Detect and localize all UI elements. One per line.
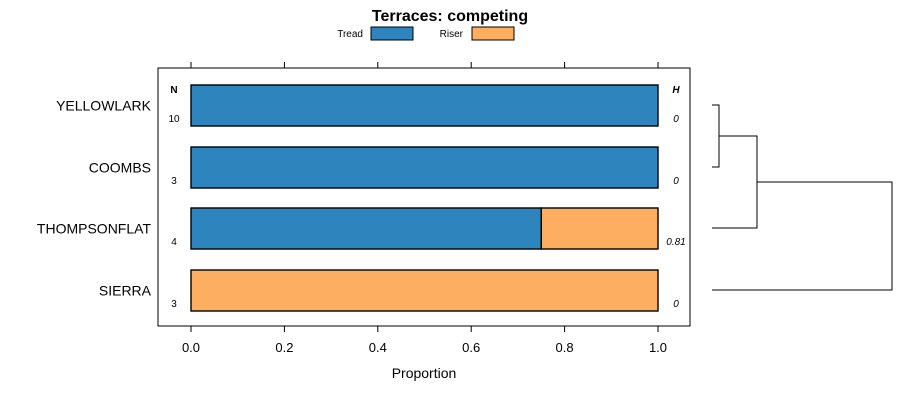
row-coombs: COOMBS 3 0 xyxy=(89,146,679,189)
category-label: COOMBS xyxy=(89,160,151,176)
x-tick-label: 0.4 xyxy=(369,340,387,355)
h-value: 0 xyxy=(673,299,679,310)
row-thompsonflat: THOMPSONFLAT 4 0.81 xyxy=(37,207,686,250)
chart-title: Terraces: competing xyxy=(372,8,528,25)
legend-swatch-riser xyxy=(471,26,515,41)
x-tick-label: 0.8 xyxy=(556,340,574,355)
dendrogram-branch-join-sierra xyxy=(712,181,893,291)
h-value: 0.81 xyxy=(666,237,685,248)
plot-frame xyxy=(157,67,691,327)
top-axis-ticks xyxy=(190,62,659,68)
bar-rows: YELLOWLARK 10 0 COOMBS 3 0 THOMPSONFLAT 4 0.81 SI… xyxy=(37,84,686,312)
legend-label-tread: Tread xyxy=(337,29,363,40)
row-sierra: SIERRA 3 0 xyxy=(99,269,679,312)
legend-label-riser: Riser xyxy=(440,29,464,40)
h-column-header: H xyxy=(672,85,680,96)
h-value: 0 xyxy=(673,176,679,187)
n-column-header: N xyxy=(170,85,177,96)
x-tick-label: 0.6 xyxy=(462,340,480,355)
row-yellowlark: YELLOWLARK 10 0 xyxy=(56,84,679,127)
x-tick-label: 1.0 xyxy=(649,340,667,355)
n-value: 3 xyxy=(171,176,177,187)
legend: Tread Riser xyxy=(337,26,515,41)
bar-tread xyxy=(190,207,542,250)
bar-tread xyxy=(190,84,659,127)
bar-riser xyxy=(540,207,659,250)
dendrogram xyxy=(712,104,893,291)
x-tick-label: 0.2 xyxy=(275,340,293,355)
h-value: 0 xyxy=(673,114,679,125)
n-value: 10 xyxy=(168,114,180,125)
category-label: SIERRA xyxy=(99,283,152,299)
x-tick-label: 0.0 xyxy=(182,340,200,355)
category-label: YELLOWLARK xyxy=(56,98,152,114)
n-value: 4 xyxy=(171,237,177,248)
x-axis-label: Proportion xyxy=(392,365,457,381)
category-label: THOMPSONFLAT xyxy=(37,221,152,237)
bottom-axis: 0.0 0.2 0.4 0.6 0.8 1.0 xyxy=(182,326,667,355)
dendrogram-branch-yellowlark-coombs xyxy=(712,104,720,168)
legend-swatch-tread xyxy=(370,26,414,41)
bar-tread xyxy=(190,146,659,189)
n-value: 3 xyxy=(171,299,177,310)
bar-riser xyxy=(190,269,659,312)
